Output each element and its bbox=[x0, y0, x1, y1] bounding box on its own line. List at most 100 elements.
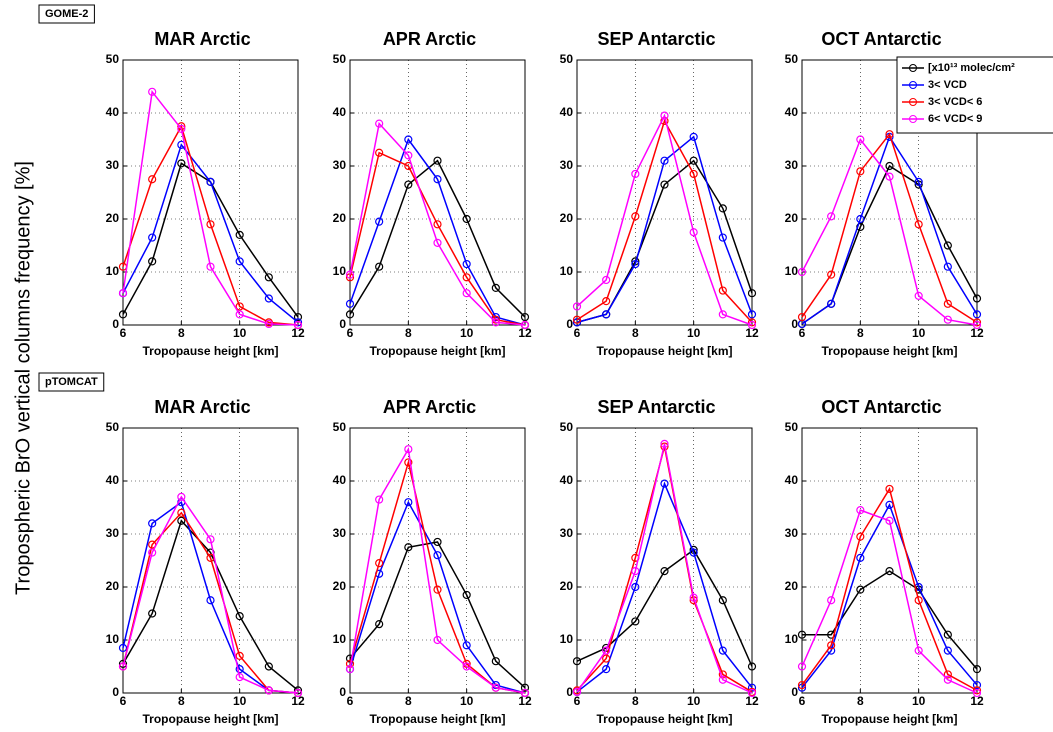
data-point bbox=[375, 262, 384, 271]
y-tick-label: 20 bbox=[333, 211, 347, 225]
data-point bbox=[235, 257, 244, 266]
data-point bbox=[972, 310, 982, 319]
data-point bbox=[602, 310, 611, 319]
data-point bbox=[345, 299, 355, 308]
data-point bbox=[118, 289, 128, 298]
data-point bbox=[943, 646, 952, 655]
data-point bbox=[747, 688, 757, 698]
series-line bbox=[349, 500, 526, 694]
data-point bbox=[914, 596, 923, 605]
data-point bbox=[118, 662, 128, 671]
axes-frame bbox=[349, 427, 526, 694]
x-tick-label: 6 bbox=[799, 326, 806, 340]
panel-label: pTOMCAT bbox=[45, 376, 98, 388]
y-tick-label: 30 bbox=[785, 526, 799, 540]
data-point bbox=[572, 302, 582, 311]
y-tick-label: 50 bbox=[785, 420, 799, 434]
data-point bbox=[293, 312, 303, 322]
chart-title: MAR Arctic bbox=[154, 397, 250, 417]
axes-frame bbox=[122, 427, 299, 694]
x-tick-label: 10 bbox=[233, 326, 247, 340]
data-point bbox=[631, 617, 640, 626]
data-point bbox=[718, 204, 727, 213]
data-point bbox=[972, 294, 982, 303]
data-point bbox=[177, 508, 186, 517]
panel-label-box bbox=[38, 372, 105, 392]
data-point bbox=[885, 516, 894, 525]
data-point bbox=[404, 180, 413, 189]
data-point bbox=[264, 273, 273, 282]
data-point bbox=[718, 310, 727, 319]
series-line bbox=[349, 151, 526, 326]
data-point bbox=[235, 651, 244, 661]
data-point bbox=[914, 220, 923, 229]
data-point bbox=[856, 506, 865, 515]
x-axis-label: Tropopause height [km] bbox=[369, 712, 505, 726]
series-line bbox=[801, 137, 978, 326]
x-tick-label: 6 bbox=[120, 694, 127, 708]
y-tick-label: 0 bbox=[339, 317, 346, 331]
data-point bbox=[827, 299, 836, 308]
data-point bbox=[206, 262, 215, 271]
x-axis-label: Tropopause height [km] bbox=[369, 344, 505, 358]
data-point bbox=[747, 310, 757, 319]
x-tick-label: 6 bbox=[574, 326, 581, 340]
x-tick-label: 8 bbox=[405, 326, 412, 340]
data-point bbox=[235, 310, 244, 319]
series-line bbox=[122, 143, 299, 323]
data-point bbox=[856, 585, 865, 594]
data-point bbox=[943, 262, 952, 271]
x-tick-label: 8 bbox=[178, 694, 185, 708]
y-tick-label: 30 bbox=[106, 526, 120, 540]
y-tick-label: 50 bbox=[333, 52, 347, 66]
series-line bbox=[576, 548, 753, 667]
series-line bbox=[122, 89, 299, 326]
x-tick-label: 12 bbox=[745, 694, 759, 708]
data-point bbox=[148, 87, 157, 96]
data-point bbox=[375, 119, 384, 128]
y-tick-label: 10 bbox=[785, 264, 799, 278]
x-axis-label: Tropopause height [km] bbox=[142, 712, 278, 726]
data-point bbox=[602, 654, 611, 663]
data-point bbox=[972, 320, 982, 330]
legend-label: 6< VCD< 9 bbox=[928, 113, 982, 125]
data-point bbox=[972, 665, 982, 674]
series-line bbox=[576, 443, 753, 694]
data-point bbox=[827, 641, 836, 650]
data-point bbox=[885, 484, 894, 494]
y-tick-label: 0 bbox=[566, 317, 573, 331]
data-point bbox=[689, 548, 698, 557]
x-tick-label: 6 bbox=[799, 694, 806, 708]
data-point bbox=[293, 318, 303, 327]
chart-title: OCT Antarctic bbox=[821, 397, 941, 417]
y-tick-label: 30 bbox=[560, 526, 574, 540]
axes-frame bbox=[349, 59, 526, 326]
data-point bbox=[689, 132, 698, 141]
series-line bbox=[349, 137, 526, 326]
x-tick-label: 8 bbox=[405, 694, 412, 708]
x-tick-label: 10 bbox=[460, 694, 474, 708]
data-point bbox=[177, 124, 186, 133]
y-tick-label: 10 bbox=[785, 632, 799, 646]
x-tick-label: 12 bbox=[745, 326, 759, 340]
y-tick-label: 50 bbox=[560, 52, 574, 66]
data-point bbox=[264, 294, 273, 303]
series-line bbox=[576, 119, 753, 323]
data-point bbox=[235, 230, 244, 239]
data-point bbox=[827, 596, 836, 605]
y-tick-label: 40 bbox=[785, 473, 799, 487]
axes-frame bbox=[576, 59, 753, 326]
legend-marker bbox=[909, 81, 917, 89]
data-point bbox=[118, 659, 128, 668]
series-line bbox=[801, 503, 978, 689]
y-tick-label: 50 bbox=[333, 420, 347, 434]
y-tick-label: 10 bbox=[333, 632, 347, 646]
x-axis-label: Tropopause height [km] bbox=[596, 344, 732, 358]
x-tick-label: 12 bbox=[970, 694, 984, 708]
data-point bbox=[572, 657, 582, 666]
data-point bbox=[118, 310, 128, 319]
y-tick-label: 0 bbox=[112, 685, 119, 699]
y-tick-label: 40 bbox=[333, 473, 347, 487]
data-point bbox=[689, 228, 698, 237]
